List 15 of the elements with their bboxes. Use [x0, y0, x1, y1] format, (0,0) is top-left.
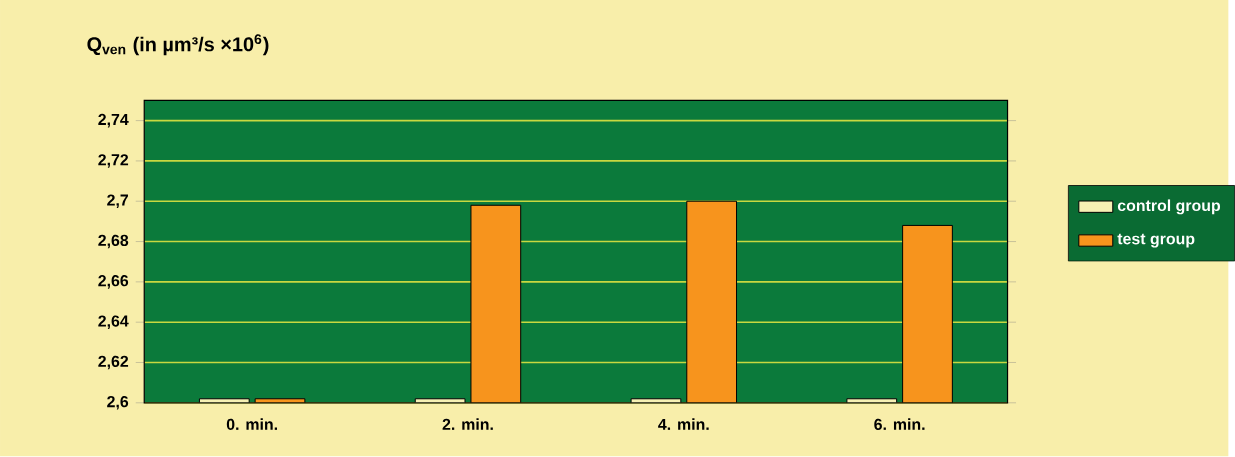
y-tick-label: 2,7: [107, 194, 129, 209]
y-axis-title: Q$_{ven}$ (in µm³/s ×10$^{6}$): [87, 34, 269, 56]
y-tick-label: 2,74: [98, 114, 129, 128]
x-tick-label: 6. min.: [874, 418, 925, 431]
y-tick-label: 2,64: [98, 315, 129, 330]
x-tick-label: 0. min.: [226, 418, 277, 431]
y-tick-label: 2,66: [98, 275, 129, 289]
x-tick-label: 2. min.: [442, 418, 493, 431]
y-tick-label: 2,6: [107, 396, 129, 410]
y-tick-label: 2,68: [98, 235, 129, 249]
legend-label: control group: [1117, 199, 1221, 215]
y-tick-label: 2,62: [98, 355, 129, 370]
legend-label: test group: [1117, 234, 1195, 248]
x-tick-label: 4. min.: [658, 418, 709, 431]
y-tick-label: 2,72: [98, 154, 129, 168]
